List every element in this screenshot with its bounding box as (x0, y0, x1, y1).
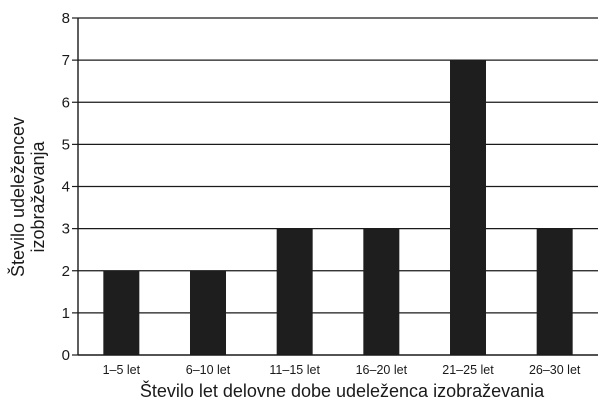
bars (103, 60, 573, 355)
bar-5 (450, 60, 486, 355)
x-tick-label-4: 16–20 let (356, 363, 408, 377)
y-tick-label-1: 1 (62, 305, 70, 322)
bar-3 (276, 228, 313, 355)
y-tick-label-5: 5 (62, 136, 70, 153)
y-tick-label-4: 4 (62, 179, 70, 196)
bar-2 (190, 270, 226, 355)
y-axis-title: Število udeležencev izobraževanja (7, 117, 48, 277)
y-tick-labels: 0 1 2 3 4 5 6 7 8 (62, 10, 70, 364)
y-axis-title-line-2: izobraževanja (28, 140, 48, 252)
bar-1 (103, 270, 140, 355)
gridlines (78, 17, 598, 314)
y-tick-label-2: 2 (62, 263, 70, 280)
y-tick-label-0: 0 (62, 347, 70, 364)
bar-6 (536, 228, 573, 355)
y-axis-title-line-1: Število udeležencev (7, 117, 28, 277)
x-tick-label-3: 11–15 let (269, 363, 320, 377)
y-tick-label-6: 6 (62, 94, 70, 111)
y-tick-label-7: 7 (62, 52, 70, 69)
x-tick-label-1: 1–5 let (103, 363, 141, 377)
x-tick-label-5: 21–25 let (442, 363, 494, 377)
axes (72, 17, 598, 356)
bar-4 (363, 228, 400, 355)
x-tick-label-2: 6–10 let (186, 363, 231, 377)
x-tick-labels: 1–5 let 6–10 let 11–15 let 16–20 let 21–25 l… (103, 363, 581, 377)
x-tick-label-6: 26–30 let (529, 363, 581, 377)
x-axis-title: Število let delovne dobe udeleženca izob… (140, 380, 545, 401)
y-tick-label-3: 3 (62, 221, 70, 238)
y-tick-label-8: 8 (62, 10, 70, 27)
